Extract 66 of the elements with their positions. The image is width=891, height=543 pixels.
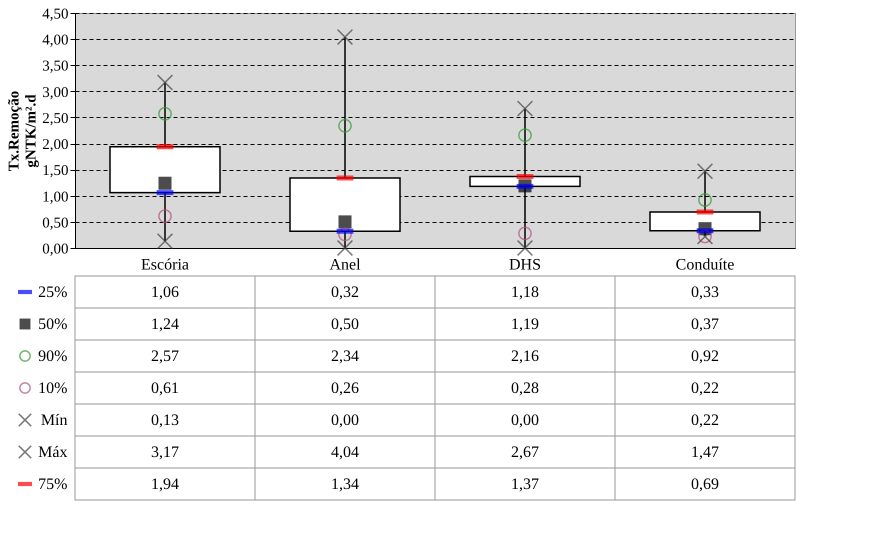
data-label: 2,67 bbox=[511, 444, 539, 461]
data-label: 0,00 bbox=[511, 412, 539, 429]
data-label: 0,28 bbox=[511, 380, 539, 397]
data-label: 0,13 bbox=[151, 412, 179, 429]
data-label: 0,00 bbox=[331, 412, 359, 429]
y-tick-label: 0,50 bbox=[42, 215, 68, 232]
data-label: 4,04 bbox=[331, 444, 359, 461]
point bbox=[336, 28, 354, 46]
data-label: 2,34 bbox=[331, 348, 359, 365]
y-tick-label: 1,00 bbox=[42, 189, 68, 206]
point bbox=[338, 228, 352, 242]
point bbox=[338, 118, 352, 133]
point bbox=[698, 193, 712, 207]
y-tick-label: 1,50 bbox=[42, 163, 68, 180]
data-label: 1,19 bbox=[511, 316, 539, 333]
y-tick-label: 3,50 bbox=[42, 58, 68, 75]
point bbox=[158, 209, 172, 224]
data-label: 0,50 bbox=[331, 316, 359, 333]
legend-label: 50% bbox=[38, 316, 68, 333]
point bbox=[696, 163, 714, 180]
legend-label: 90% bbox=[38, 348, 68, 365]
point bbox=[336, 240, 354, 256]
legend-label: 10% bbox=[38, 380, 68, 397]
y-tick-label: 4,50 bbox=[42, 6, 68, 22]
point bbox=[338, 215, 352, 228]
data-label: 0,37 bbox=[691, 316, 719, 333]
data-label: 0,92 bbox=[691, 348, 719, 365]
data-label: 3,17 bbox=[151, 444, 179, 461]
legend-label: 75% bbox=[38, 476, 68, 493]
data-label: 0,22 bbox=[691, 380, 719, 397]
data-label: 1,37 bbox=[511, 476, 539, 493]
point bbox=[516, 100, 534, 117]
point bbox=[158, 176, 172, 190]
data-label: 2,16 bbox=[511, 348, 539, 365]
data-label: 0,69 bbox=[691, 476, 719, 493]
y-tick-label: 2,50 bbox=[42, 110, 68, 127]
data-label: 0,26 bbox=[331, 380, 359, 397]
point bbox=[518, 226, 532, 240]
data-label: 0,61 bbox=[151, 380, 179, 397]
data-label: 1,24 bbox=[151, 316, 179, 333]
y-tick-label: 0,00 bbox=[42, 242, 68, 258]
data-label: 1,18 bbox=[511, 284, 539, 301]
data-label: 1,34 bbox=[331, 476, 359, 493]
legend-label: Máx bbox=[38, 444, 68, 461]
y-axis-title: Tx.Remoção gNTK/m².d bbox=[6, 90, 40, 172]
point bbox=[518, 128, 532, 142]
x-tick-label: Anel bbox=[329, 256, 362, 274]
x-tick-label: Escória bbox=[141, 256, 189, 274]
y-tick-label: 4,00 bbox=[42, 32, 68, 49]
y-tick-label: 2,00 bbox=[42, 137, 68, 154]
point bbox=[158, 106, 172, 121]
legend-label: Mín bbox=[40, 412, 68, 429]
data-label: 0,32 bbox=[331, 284, 359, 301]
point bbox=[156, 74, 174, 91]
y-tick-label: 3,00 bbox=[42, 84, 68, 101]
x-tick-label: DHS bbox=[508, 256, 542, 274]
data-label: 1,06 bbox=[151, 284, 179, 301]
legend-label: 25% bbox=[38, 284, 68, 301]
data-label: 1,47 bbox=[691, 444, 719, 461]
point bbox=[516, 240, 534, 256]
x-tick-label: Conduíte bbox=[676, 256, 734, 274]
data-label: 0,22 bbox=[691, 412, 719, 429]
data-label: 0,33 bbox=[691, 284, 719, 301]
point bbox=[156, 233, 174, 250]
data-label: 1,94 bbox=[151, 476, 179, 493]
data-label: 2,57 bbox=[151, 348, 179, 365]
